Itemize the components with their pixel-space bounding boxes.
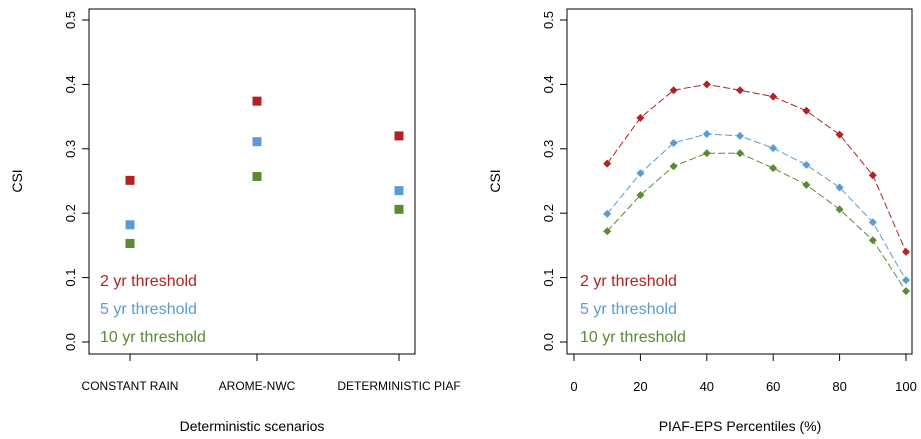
left-y-tick-label: 0.4: [63, 75, 78, 93]
right-point-2yr: [736, 86, 744, 95]
right-point-10yr: [835, 205, 844, 214]
right-y-tick-label: 0.2: [541, 204, 556, 222]
right-point-5yr: [769, 144, 778, 153]
right-line-5yr: [606, 133, 907, 281]
left-x-axis: CONSTANT RAIN AROME-NWC DETERMINISTIC PIAF: [82, 354, 461, 393]
right-y-tick-label: 0.4: [541, 75, 556, 93]
left-y-tick-label: 0.1: [63, 269, 78, 287]
right-chart-panel: 0.0 0.1 0.2 0.3 0.4 0.5 0 20 40 60 80 100 2 yr thr…: [487, 8, 917, 434]
right-point-2yr: [636, 113, 645, 122]
left-x-axis-title: Deterministic scenarios: [180, 418, 325, 434]
right-point-10yr: [902, 287, 910, 296]
right-y-axis: 0.0 0.1 0.2 0.3 0.4 0.5: [541, 11, 567, 351]
left-y-tick-label: 0.5: [63, 11, 78, 29]
right-point-10yr: [603, 227, 612, 236]
right-point-5yr: [835, 183, 844, 192]
left-plot-frame: [88, 8, 416, 355]
left-x-tick-label: DETERMINISTIC PIAF: [337, 379, 460, 393]
right-point-5yr: [702, 129, 711, 138]
right-y-tick-label: 0.1: [541, 269, 556, 287]
right-point-2yr: [868, 171, 877, 180]
left-point-2yr: [125, 175, 135, 185]
left-y-axis: 0.0 0.1 0.2 0.3 0.4 0.5: [63, 11, 89, 351]
right-point-2yr: [669, 86, 678, 95]
right-point-10yr: [868, 236, 877, 245]
left-point-2yr: [394, 131, 404, 141]
left-point-2yr: [252, 96, 262, 106]
left-x-tick-label: CONSTANT RAIN: [82, 379, 179, 393]
right-point-10yr: [802, 180, 811, 189]
left-data-marks: [125, 96, 404, 248]
left-legend-10yr: 10 yr threshold: [100, 329, 206, 346]
right-point-5yr: [902, 276, 910, 285]
right-line-2yr: [606, 83, 907, 253]
right-y-axis-title: CSI: [487, 169, 503, 192]
left-point-5yr: [394, 186, 404, 196]
left-y-tick-label: 0.2: [63, 204, 78, 222]
right-point-5yr: [669, 139, 678, 148]
right-point-2yr: [802, 106, 811, 115]
right-legend-2yr: 2 yr threshold: [580, 273, 677, 290]
left-legend-2yr: 2 yr threshold: [100, 273, 197, 290]
right-point-5yr: [736, 131, 744, 140]
right-point-2yr: [902, 247, 910, 256]
right-point-2yr: [603, 159, 612, 168]
right-point-2yr: [835, 130, 844, 139]
left-point-10yr: [394, 204, 404, 214]
right-point-10yr: [702, 149, 711, 158]
right-point-5yr: [802, 160, 811, 169]
left-y-axis-title: CSI: [9, 169, 25, 192]
right-legend: 2 yr threshold 5 yr threshold 10 yr thresh…: [580, 273, 686, 346]
right-point-10yr: [669, 162, 678, 171]
right-point-5yr: [603, 209, 612, 218]
left-y-tick-label: 0.0: [63, 333, 78, 351]
right-y-tick-label: 0.0: [541, 333, 556, 351]
left-point-5yr: [125, 220, 135, 230]
right-x-tick-label: 0: [570, 379, 577, 394]
right-point-5yr: [868, 218, 877, 227]
right-x-tick-label: 20: [633, 379, 647, 394]
left-legend: 2 yr threshold 5 yr threshold 10 yr thresh…: [100, 273, 206, 346]
right-point-10yr: [769, 164, 778, 173]
right-point-10yr: [736, 149, 744, 158]
right-x-axis-title: PIAF-EPS Percentiles (%): [659, 418, 822, 434]
right-x-tick-label: 60: [766, 379, 780, 394]
right-legend-5yr: 5 yr threshold: [580, 301, 677, 318]
left-chart-panel: 0.0 0.1 0.2 0.3 0.4 0.5 CONSTANT RAIN AROME-NW…: [9, 8, 461, 434]
right-x-tick-label: 40: [700, 379, 714, 394]
left-point-10yr: [125, 238, 135, 248]
right-y-tick-label: 0.5: [541, 11, 556, 29]
right-legend-10yr: 10 yr threshold: [580, 329, 686, 346]
right-x-tick-label: 100: [895, 379, 917, 394]
left-legend-5yr: 5 yr threshold: [100, 301, 197, 318]
right-y-tick-label: 0.3: [541, 140, 556, 158]
right-point-10yr: [636, 191, 645, 200]
left-x-tick-label: AROME-NWC: [219, 379, 296, 393]
left-point-10yr: [252, 171, 262, 181]
right-point-2yr: [769, 92, 778, 101]
right-line-10yr: [606, 152, 907, 292]
right-point-5yr: [636, 169, 645, 178]
right-plot-frame: [566, 8, 913, 355]
right-data-marks: [603, 80, 910, 296]
left-y-tick-label: 0.3: [63, 140, 78, 158]
right-point-2yr: [702, 80, 711, 89]
right-x-axis: 0 20 40 60 80 100: [570, 354, 917, 394]
right-x-tick-label: 80: [832, 379, 846, 394]
left-point-5yr: [252, 137, 262, 147]
